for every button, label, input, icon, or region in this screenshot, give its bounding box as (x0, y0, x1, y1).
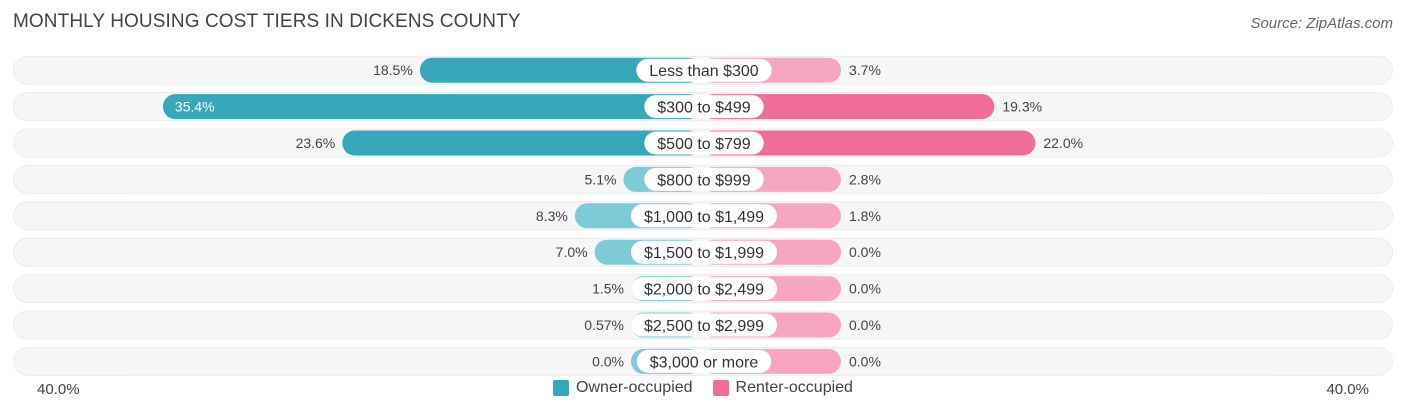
owner-value-label: 23.6% (296, 135, 336, 151)
owner-bar (342, 130, 701, 156)
renter-value-label: 0.0% (849, 281, 881, 297)
category-label: $800 to $999 (657, 172, 751, 189)
category-label: $2,000 to $2,499 (644, 282, 764, 299)
category-label: $2,500 to $2,999 (644, 318, 764, 335)
renter-value-label: 0.0% (849, 244, 881, 260)
owner-value-label: 18.5% (373, 62, 413, 78)
category-pill (636, 349, 772, 373)
legend-label-owner: Owner-occupied (576, 379, 693, 396)
source-note: Source: ZipAtlas.com (1250, 15, 1393, 32)
axis-left-label: 40.0% (37, 381, 80, 398)
renter-value-label: 19.3% (1002, 99, 1042, 115)
category-pill (630, 240, 778, 264)
legend-item-owner[interactable]: Owner-occupied (553, 379, 693, 397)
renter-bar (701, 94, 995, 120)
axis-right-label: 40.0% (1326, 381, 1369, 398)
category-pill (644, 95, 764, 119)
legend-label-renter: Renter-occupied (735, 379, 853, 396)
category-label: $500 to $799 (657, 136, 751, 153)
owner-bar (419, 57, 701, 83)
chart-title: MONTHLY HOUSING COST TIERS IN DICKENS CO… (13, 11, 521, 32)
renter-value-label: 3.7% (849, 62, 881, 78)
owner-bar (162, 94, 702, 120)
renter-bar (701, 130, 1036, 156)
renter-value-label: 2.8% (849, 171, 881, 187)
category-label: Less than $300 (649, 63, 759, 80)
category-pill (636, 58, 772, 82)
legend-item-renter[interactable]: Renter-occupied (712, 379, 853, 397)
category-pill (630, 204, 778, 228)
owner-value-label: 0.57% (584, 317, 624, 333)
renter-value-label: 22.0% (1043, 135, 1083, 151)
owner-value-label: 1.5% (592, 281, 624, 297)
category-pill (630, 313, 778, 337)
category-label: $1,500 to $1,999 (644, 245, 764, 262)
category-pill (644, 167, 764, 191)
category-pill (630, 277, 778, 301)
category-label: $300 to $499 (657, 100, 751, 117)
legend: Owner-occupied Renter-occupied (0, 379, 1406, 397)
owner-value-label: 5.1% (585, 171, 617, 187)
legend-swatch-renter (712, 380, 729, 396)
renter-value-label: 0.0% (849, 317, 881, 333)
renter-value-label: 0.0% (849, 353, 881, 369)
category-pill (644, 131, 764, 155)
owner-value-label: 0.0% (592, 353, 624, 369)
owner-value-label: 35.4% (175, 99, 215, 115)
category-label: $3,000 or more (650, 354, 759, 371)
category-label: $1,000 to $1,499 (644, 209, 764, 226)
owner-value-label: 7.0% (556, 244, 588, 260)
renter-value-label: 1.8% (849, 208, 881, 224)
legend-swatch-owner (553, 380, 570, 396)
owner-value-label: 8.3% (536, 208, 568, 224)
